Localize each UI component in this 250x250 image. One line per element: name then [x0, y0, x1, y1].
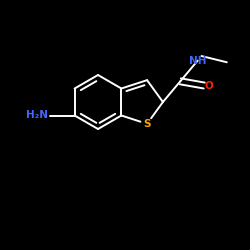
Text: S: S	[143, 119, 151, 129]
Text: NH: NH	[189, 56, 206, 66]
Text: O: O	[205, 82, 214, 92]
Text: H₂N: H₂N	[26, 110, 48, 120]
